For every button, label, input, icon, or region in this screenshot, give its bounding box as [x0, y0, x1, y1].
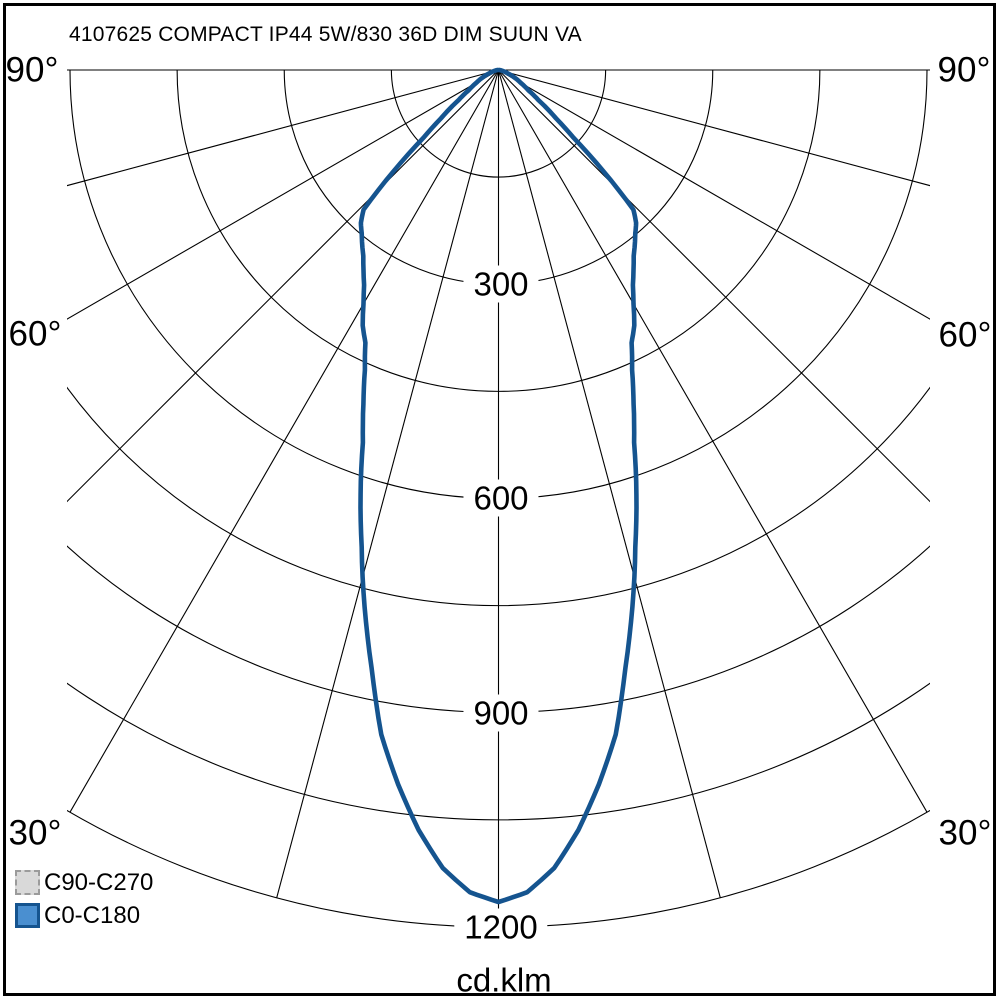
legend-label-c0-c180: C0-C180 [44, 901, 141, 929]
grid-ray-45 [498, 69, 930, 503]
unit-label: cd.klm [456, 961, 552, 999]
grid-ray--60 [67, 69, 499, 320]
chart-title: 4107625 COMPACT IP44 5W/830 36D DIM SUUN… [69, 23, 582, 46]
radial-label-600: 600 [463, 479, 539, 517]
angle-label-right-60: 60° [938, 315, 992, 355]
grid-arc-750 [67, 386, 930, 607]
legend-swatch-c0-c180-icon [15, 903, 40, 928]
angle-label-left-60: 60° [8, 314, 62, 354]
radial-label-900: 900 [463, 694, 539, 732]
legend-item-c90-c270: C90-C270 [15, 870, 153, 895]
grid-ray-30 [498, 69, 928, 813]
curve-c0-c180 [358, 67, 639, 905]
legend-label-c90-c270: C90-C270 [44, 868, 154, 896]
grid-ray--15 [276, 69, 500, 898]
legend-swatch-c90-c270-icon [15, 870, 40, 895]
angle-label-right-90: 90° [937, 50, 991, 90]
angle-label-left-90: 90° [5, 50, 59, 90]
angle-label-right-30: 30° [938, 813, 992, 853]
grid-ray-75 [498, 69, 930, 187]
grid-ray--45 [67, 69, 499, 503]
legend-item-c0-c180: C0-C180 [15, 903, 153, 928]
grid-ray--75 [67, 69, 499, 187]
grid-ray-60 [498, 69, 930, 320]
radial-label-300: 300 [463, 265, 539, 303]
grid-ray--30 [69, 69, 499, 813]
grid-ray-15 [497, 69, 721, 898]
legend: C90-C270 C0-C180 [15, 870, 153, 936]
angle-label-left-30: 30° [8, 813, 62, 853]
radial-label-1200: 1200 [454, 908, 548, 946]
